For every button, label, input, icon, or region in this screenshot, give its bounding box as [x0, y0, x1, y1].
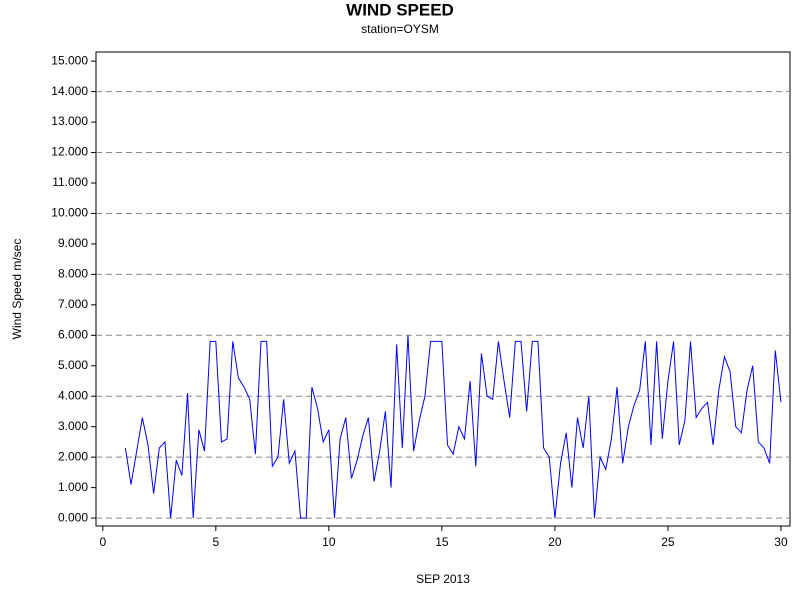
chart-title: WIND SPEED: [346, 0, 454, 19]
y-tick-label: 10.000: [51, 206, 88, 220]
x-tick-label: 15: [435, 535, 449, 549]
y-axis-label: Wind Speed m/sec: [10, 239, 24, 340]
y-tick-label: 5.000: [58, 358, 88, 372]
y-tick-label: 9.000: [58, 236, 88, 250]
y-tick-label: 3.000: [58, 419, 88, 433]
y-tick-label: 4.000: [58, 388, 88, 402]
x-tick-label: 20: [548, 535, 562, 549]
x-tick-label: 25: [661, 535, 675, 549]
x-axis-label: SEP 2013: [416, 572, 470, 586]
y-tick-label: 11.000: [52, 175, 88, 189]
y-tick-label: 14.000: [51, 84, 88, 98]
x-tick-label: 10: [322, 535, 336, 549]
y-tick-label: 8.000: [58, 267, 88, 281]
y-tick-label: 7.000: [58, 297, 88, 311]
x-tick-label: 5: [212, 535, 219, 549]
y-tick-label: 12.000: [51, 145, 88, 159]
x-tick-label: 0: [99, 535, 106, 549]
y-tick-label: 2.000: [58, 449, 88, 463]
y-tick-label: 15.000: [51, 53, 88, 67]
plot-frame: [95, 51, 791, 527]
data-line: [124, 335, 782, 519]
y-tick-label: 0.000: [58, 510, 88, 524]
y-tick-label: 6.000: [58, 327, 88, 341]
y-tick-label: 1.000: [58, 480, 88, 494]
x-tick-label: 30: [774, 535, 788, 549]
chart-subtitle: station=OYSM: [361, 22, 439, 36]
y-tick-label: 13.000: [51, 114, 88, 128]
